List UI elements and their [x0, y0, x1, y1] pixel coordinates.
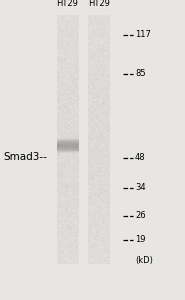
- Text: 34: 34: [135, 183, 146, 192]
- Text: Smad3--: Smad3--: [4, 152, 48, 163]
- Text: 19: 19: [135, 236, 146, 244]
- Text: 117: 117: [135, 30, 151, 39]
- Text: 85: 85: [135, 69, 146, 78]
- Text: HT29: HT29: [57, 0, 78, 8]
- Text: (kD): (kD): [135, 256, 153, 266]
- Text: HT29: HT29: [88, 0, 110, 8]
- Text: 48: 48: [135, 153, 146, 162]
- Text: 26: 26: [135, 212, 146, 220]
